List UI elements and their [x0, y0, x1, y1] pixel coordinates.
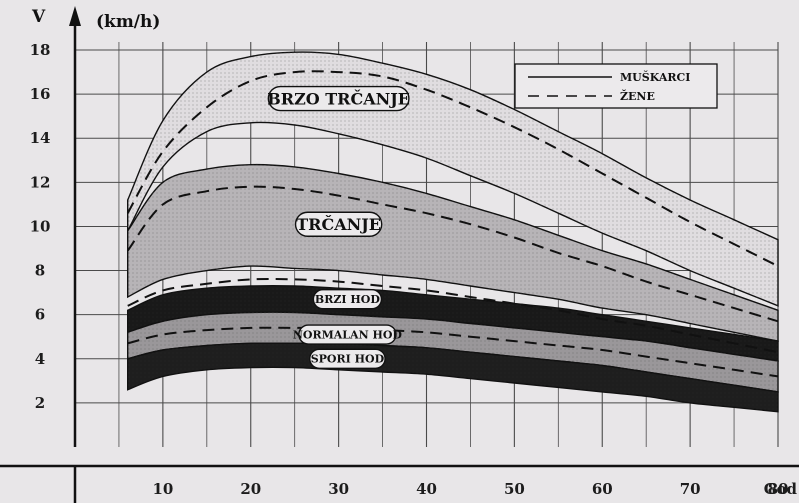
band-label-box-3	[298, 324, 397, 345]
y-axis-unit: (km/h)	[96, 12, 160, 32]
band-labels: BRZO TRČANJE TRČANJE BRZI HOD NORMALAN HOD S…	[267, 85, 410, 369]
y-tick-18: 18	[30, 41, 51, 59]
x-tick-20: 20	[240, 480, 261, 498]
band-label-box-0	[267, 85, 410, 112]
y-tick-12: 12	[30, 173, 51, 191]
x-tick-10: 10	[152, 480, 173, 498]
y-tick-6: 6	[35, 306, 45, 324]
band-label-box-2	[312, 289, 383, 310]
y-tick-4: 4	[35, 350, 45, 368]
x-tick-60: 60	[592, 480, 613, 498]
band-texture-3	[127, 312, 778, 392]
y-tick-16: 16	[30, 85, 51, 103]
female-line-0	[126, 70, 779, 267]
y-tick-14: 14	[30, 129, 51, 147]
y-axis-label: V	[31, 7, 46, 27]
legend-box	[514, 63, 718, 109]
band-label-box-1	[294, 211, 383, 237]
x-tick-40: 40	[416, 480, 437, 498]
female-line-1	[126, 185, 779, 323]
bands	[127, 51, 779, 413]
band-label-1: TRČANJE	[296, 214, 381, 234]
x-tick-30: 30	[328, 480, 349, 498]
band-label-3: NORMALAN HOD	[293, 328, 403, 341]
female-line-3	[127, 326, 779, 378]
y-tick-2: 2	[35, 394, 45, 412]
band-label-box-4	[309, 348, 386, 369]
x-tick-50: 50	[504, 480, 525, 498]
y-tick-10: 10	[30, 217, 51, 235]
legend-label-1: ŽENE	[620, 89, 655, 103]
band-texture-4	[127, 343, 778, 412]
band-texture-1	[127, 164, 778, 342]
x-tick-70: 70	[680, 480, 701, 498]
x-axis-label: God	[764, 480, 798, 498]
band-label-2: BRZI HOD	[315, 293, 380, 306]
band-texture-2	[127, 285, 778, 361]
band-label-0: BRZO TRČANJE	[267, 88, 410, 108]
female-lines	[126, 70, 779, 378]
x-tick-80: 80	[768, 480, 789, 498]
y-axis-arrow	[69, 6, 81, 26]
legend: MUŠKARCI ŽENE	[514, 63, 718, 109]
band-label-4: SPORI HOD	[311, 353, 385, 366]
y-tick-8: 8	[35, 262, 45, 280]
band-texture-0	[127, 52, 778, 306]
female-line-2	[127, 277, 779, 354]
legend-label-0: MUŠKARCI	[620, 70, 690, 84]
